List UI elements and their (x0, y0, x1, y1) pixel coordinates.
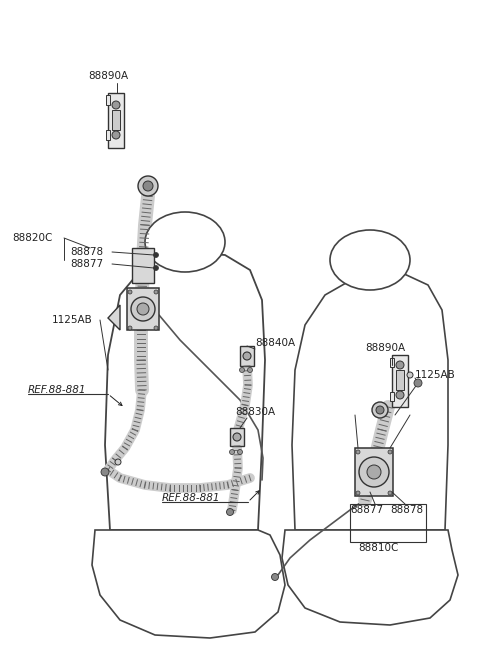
Circle shape (396, 361, 404, 369)
Circle shape (229, 449, 235, 455)
Circle shape (137, 303, 149, 315)
Circle shape (154, 252, 158, 257)
FancyArrowPatch shape (250, 491, 259, 500)
Text: 88878: 88878 (390, 505, 423, 515)
Bar (106, 130, 110, 140)
Polygon shape (292, 272, 448, 530)
Bar (390, 358, 394, 367)
Circle shape (154, 265, 158, 271)
Text: 1125AB: 1125AB (52, 315, 93, 325)
Polygon shape (92, 530, 285, 638)
Circle shape (372, 402, 388, 418)
Text: 88820C: 88820C (12, 233, 52, 243)
Circle shape (272, 574, 278, 580)
Text: 88890A: 88890A (88, 71, 128, 81)
Text: 88830A: 88830A (235, 407, 275, 417)
Text: 1125AB: 1125AB (415, 370, 456, 380)
Circle shape (154, 290, 158, 294)
Circle shape (128, 290, 132, 294)
Bar (396, 370, 404, 390)
Circle shape (396, 391, 404, 399)
Circle shape (143, 181, 153, 191)
Circle shape (128, 326, 132, 330)
Circle shape (138, 176, 158, 196)
Circle shape (112, 101, 120, 109)
Circle shape (227, 508, 233, 515)
Bar (230, 428, 244, 446)
Text: 88877: 88877 (70, 259, 103, 269)
Circle shape (131, 297, 155, 321)
Circle shape (356, 491, 360, 495)
Circle shape (154, 326, 158, 330)
Bar (127, 288, 159, 330)
Circle shape (248, 367, 252, 373)
Text: 88810C: 88810C (358, 543, 398, 553)
Bar (240, 346, 254, 366)
Text: REF.88-881: REF.88-881 (28, 385, 86, 395)
Text: 88840A: 88840A (255, 338, 295, 348)
Bar (132, 248, 154, 283)
Ellipse shape (145, 212, 225, 272)
Text: 88878: 88878 (70, 247, 103, 257)
Bar (106, 95, 110, 105)
Circle shape (233, 433, 241, 441)
Text: 88877: 88877 (350, 505, 383, 515)
Circle shape (240, 367, 244, 373)
Bar (355, 448, 393, 496)
Bar (390, 392, 394, 401)
Circle shape (367, 465, 381, 479)
Bar (350, 504, 426, 542)
Text: 88890A: 88890A (365, 343, 405, 353)
Circle shape (112, 131, 120, 139)
Circle shape (388, 491, 392, 495)
FancyArrowPatch shape (110, 396, 122, 405)
Polygon shape (282, 530, 458, 625)
Circle shape (238, 449, 242, 455)
Polygon shape (108, 305, 120, 330)
Circle shape (388, 450, 392, 454)
Bar (112, 110, 120, 130)
Polygon shape (105, 252, 265, 530)
Bar (392, 355, 408, 407)
Circle shape (115, 459, 121, 465)
Circle shape (356, 450, 360, 454)
Circle shape (359, 457, 389, 487)
Circle shape (101, 468, 109, 476)
Circle shape (376, 406, 384, 414)
Text: REF.88-881: REF.88-881 (162, 493, 220, 503)
Circle shape (243, 352, 251, 360)
Bar (108, 93, 124, 148)
Circle shape (407, 372, 413, 378)
Ellipse shape (330, 230, 410, 290)
Circle shape (414, 379, 422, 387)
